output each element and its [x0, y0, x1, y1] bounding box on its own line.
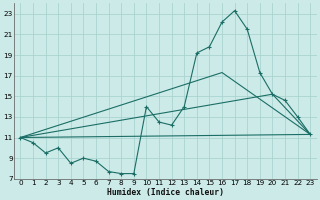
- X-axis label: Humidex (Indice chaleur): Humidex (Indice chaleur): [107, 188, 224, 197]
